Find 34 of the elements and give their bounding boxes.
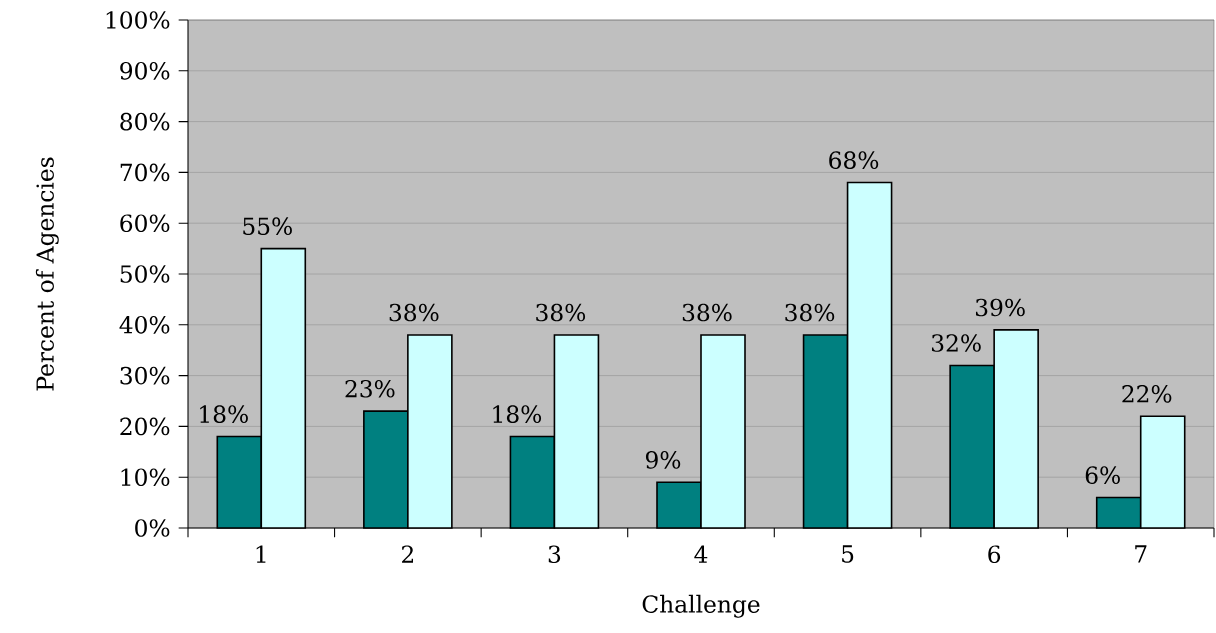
- x-tick-label: 7: [1135, 545, 1147, 563]
- x-tick-label: 2: [402, 545, 414, 563]
- data-label: 18%: [200, 405, 248, 423]
- y-tick-label: 60%: [120, 214, 170, 233]
- y-tick-label: 70%: [120, 163, 170, 182]
- x-tick-label: 3: [548, 545, 561, 564]
- data-label: 55%: [243, 217, 292, 235]
- x-tick-label: 5: [842, 545, 854, 563]
- data-label: 32%: [931, 334, 981, 352]
- data-label: 18%: [493, 405, 542, 423]
- data-label: 38%: [389, 303, 439, 322]
- y-tick-label: 80%: [120, 112, 170, 131]
- data-label: 23%: [345, 379, 395, 398]
- y-tick-label: 40%: [119, 315, 170, 334]
- y-tick-label: 50%: [120, 265, 170, 283]
- x-tick-label: 6: [988, 545, 1001, 564]
- data-label: 22%: [1122, 385, 1172, 403]
- data-label: 39%: [975, 298, 1025, 317]
- data-label: 6%: [1085, 466, 1120, 484]
- data-label: 38%: [682, 303, 732, 322]
- y-tick-label: 20%: [120, 417, 170, 436]
- data-label: 9%: [645, 451, 681, 469]
- y-axis-title: Percent of Agencies: [35, 157, 59, 391]
- data-label: 68%: [829, 151, 879, 169]
- y-tick-label: 90%: [120, 61, 170, 80]
- x-axis-title: Challenge: [642, 594, 760, 618]
- y-tick-label: 30%: [120, 366, 170, 385]
- y-tick-label: 0%: [135, 519, 170, 537]
- y-tick-label: 10%: [121, 468, 170, 487]
- data-label: 38%: [785, 303, 835, 322]
- x-tick-label: 1: [256, 545, 266, 563]
- y-tick-label: 100%: [106, 11, 170, 29]
- data-label: 38%: [536, 303, 586, 322]
- x-tick-label: 4: [694, 545, 708, 563]
